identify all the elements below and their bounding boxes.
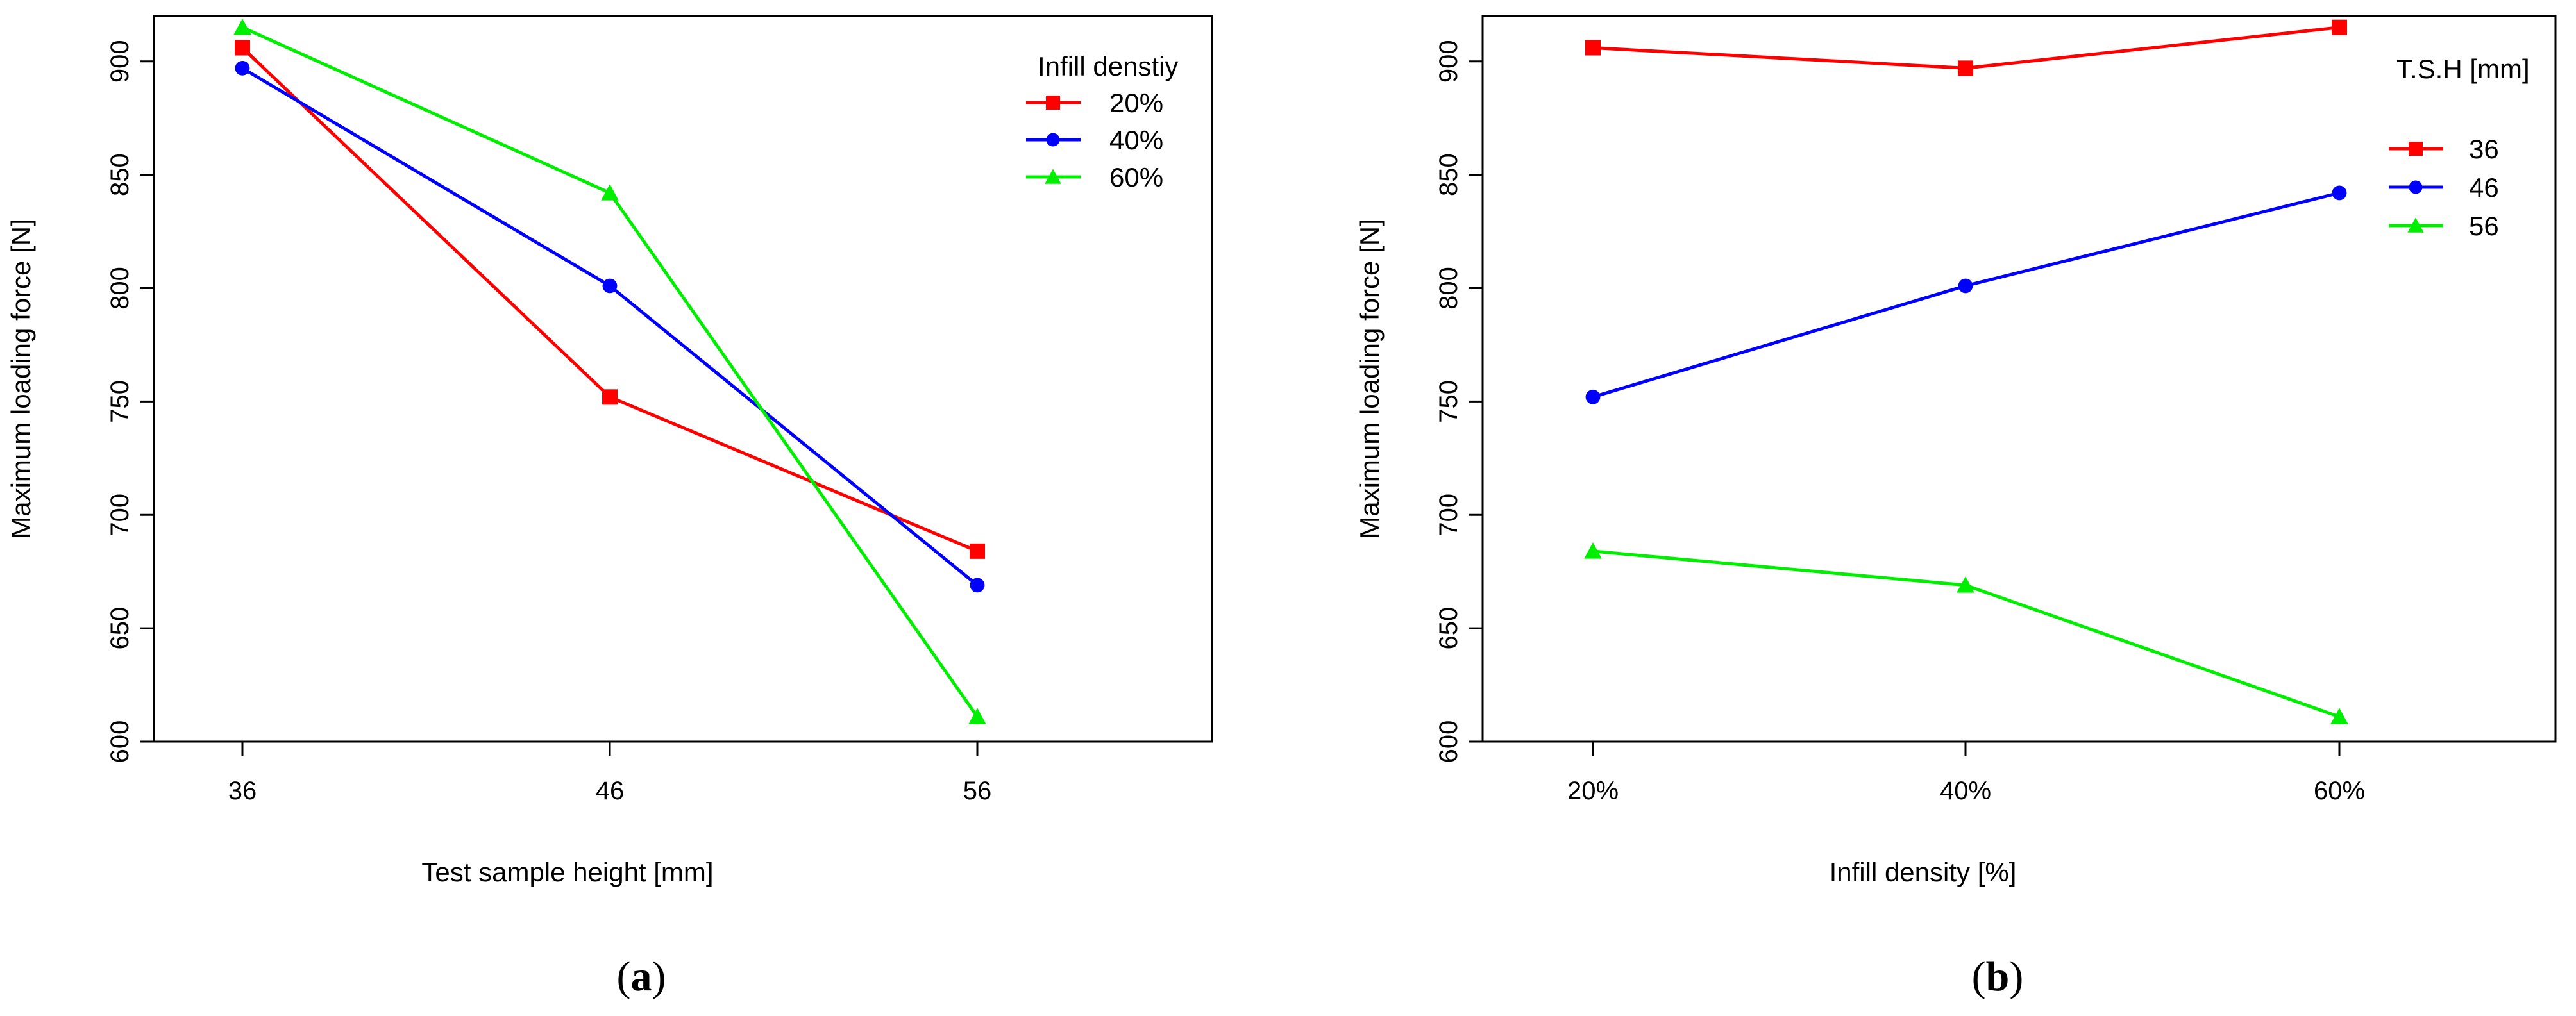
data-point <box>1957 576 1974 593</box>
y-tick-label: 650 <box>1435 607 1463 650</box>
legend-title: Infill denstiy <box>1038 51 1178 81</box>
x-tick-label: 20% <box>1567 777 1619 805</box>
y-tick-label: 850 <box>106 153 134 196</box>
legend-label: 46 <box>2469 172 2499 203</box>
data-point <box>1958 60 1973 76</box>
y-tick-label: 800 <box>106 267 134 310</box>
y-axis-label: Maximum loading force [N] <box>6 219 36 539</box>
series-line <box>241 67 979 587</box>
legend-title: T.S.H [mm] <box>2396 54 2530 84</box>
x-tick-label: 60% <box>2314 777 2365 805</box>
data-point <box>1584 542 1602 559</box>
y-tick-label: 900 <box>1435 40 1463 83</box>
y-tick-label: 750 <box>1435 380 1463 423</box>
panel-label: (a) <box>617 953 666 1000</box>
chart-panel-b: 600 650 700 750 800 850 900 20% 40% 60% Infill den… <box>1354 15 2557 1000</box>
panel-label: (b) <box>1972 953 2024 1000</box>
y-tick-label: 850 <box>1435 153 1463 196</box>
series-line <box>1592 191 2340 399</box>
data-point <box>602 278 618 294</box>
series-20pct <box>235 40 985 559</box>
data-point <box>1958 278 1973 294</box>
x-axis-label: Infill density [%] <box>1830 857 2017 887</box>
series-60pct <box>233 18 986 724</box>
panel-letter: b <box>1986 953 2010 1000</box>
legend-marker <box>1046 96 1060 110</box>
series-40pct <box>235 60 985 593</box>
series-46 <box>1585 185 2347 404</box>
data-point <box>602 389 618 405</box>
data-point <box>1585 40 1601 56</box>
y-tick-label: 700 <box>1435 494 1463 537</box>
legend-label: 56 <box>2469 211 2499 241</box>
data-point <box>601 184 619 201</box>
data-point <box>970 578 985 593</box>
data-point <box>2332 19 2347 35</box>
data-point <box>233 18 251 35</box>
x-tick-label: 40% <box>1940 777 1991 805</box>
panel-letter: a <box>631 953 652 1000</box>
legend-label: 36 <box>2469 134 2499 164</box>
data-point <box>235 40 250 56</box>
legend-marker <box>1046 133 1060 147</box>
data-point <box>970 543 985 559</box>
legend-label: 60% <box>1109 162 1163 192</box>
chart-panel-a: 600 650 700 750 800 850 900 36 46 56 Test sample h… <box>6 15 1213 1000</box>
data-point <box>2332 185 2347 201</box>
legend-marker <box>2409 142 2423 156</box>
x-tick-label: 36 <box>228 777 257 805</box>
series-56 <box>1584 542 2348 724</box>
legend-label: 20% <box>1109 88 1163 118</box>
series-36 <box>1585 19 2347 76</box>
y-axis-label: Maximum loading force [N] <box>1354 219 1385 539</box>
legend: T.S.H [mm] 36 46 56 <box>2389 54 2530 241</box>
data-point <box>968 708 986 724</box>
y-tick-label: 600 <box>1435 720 1463 763</box>
series-line <box>1592 549 2340 719</box>
data-point <box>1585 389 1601 404</box>
legend: Infill denstiy 20% 40% 60% <box>1026 51 1178 192</box>
legend-marker <box>2409 180 2423 194</box>
data-point <box>2330 708 2348 724</box>
x-tick-label: 56 <box>963 777 992 805</box>
y-tick-label: 900 <box>106 40 134 83</box>
y-tick-label: 800 <box>1435 267 1463 310</box>
legend-marker <box>1045 169 1061 184</box>
plot-frame <box>1481 15 2557 743</box>
data-point <box>235 60 250 76</box>
y-tick-label: 650 <box>106 607 134 650</box>
series-line <box>241 46 978 553</box>
legend-label: 40% <box>1109 125 1163 155</box>
plot-frame <box>153 15 1213 743</box>
x-tick-label: 46 <box>596 777 625 805</box>
x-axis-label: Test sample height [mm] <box>421 857 713 887</box>
series-line <box>241 26 979 718</box>
legend-marker <box>2407 217 2424 233</box>
y-tick-label: 750 <box>106 380 134 423</box>
y-tick-label: 700 <box>106 494 134 537</box>
y-tick-label: 600 <box>106 720 134 763</box>
